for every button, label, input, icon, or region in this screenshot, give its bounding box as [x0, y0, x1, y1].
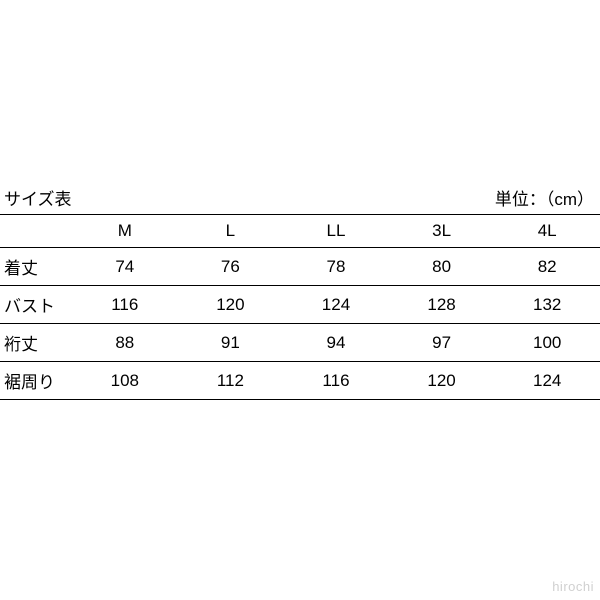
- page: サイズ表 単位：（cm） M L LL 3L 4L 着丈: [0, 0, 600, 600]
- row-label: 裄丈: [0, 324, 72, 362]
- col-header-size: LL: [283, 215, 389, 248]
- unit-label: 単位：（cm）: [495, 185, 594, 210]
- cell-value: 120: [389, 362, 495, 400]
- cell-value: 116: [283, 362, 389, 400]
- cell-value: 78: [283, 248, 389, 286]
- col-header-size: M: [72, 215, 178, 248]
- cell-value: 100: [494, 324, 600, 362]
- cell-value: 76: [178, 248, 284, 286]
- col-header-size: 4L: [494, 215, 600, 248]
- table-title: サイズ表: [4, 185, 72, 210]
- row-label: バスト: [0, 286, 72, 324]
- cell-value: 74: [72, 248, 178, 286]
- table-row: 裄丈 88 91 94 97 100: [0, 324, 600, 362]
- cell-value: 120: [178, 286, 284, 324]
- cell-value: 82: [494, 248, 600, 286]
- cell-value: 132: [494, 286, 600, 324]
- watermark-text: hirochi: [552, 579, 594, 594]
- col-header-blank: [0, 215, 72, 248]
- cell-value: 91: [178, 324, 284, 362]
- cell-value: 116: [72, 286, 178, 324]
- table-row: 着丈 74 76 78 80 82: [0, 248, 600, 286]
- row-label: 裾周り: [0, 362, 72, 400]
- cell-value: 94: [283, 324, 389, 362]
- cell-value: 97: [389, 324, 495, 362]
- cell-value: 128: [389, 286, 495, 324]
- table-row: 裾周り 108 112 116 120 124: [0, 362, 600, 400]
- size-table: M L LL 3L 4L 着丈 74 76 78 80 82 バスト: [0, 214, 600, 400]
- row-label: 着丈: [0, 248, 72, 286]
- cell-value: 124: [494, 362, 600, 400]
- col-header-size: 3L: [389, 215, 495, 248]
- cell-value: 88: [72, 324, 178, 362]
- table-header-caption: サイズ表 単位：（cm）: [0, 185, 600, 214]
- size-table-container: サイズ表 単位：（cm） M L LL 3L 4L 着丈: [0, 185, 600, 400]
- col-header-size: L: [178, 215, 284, 248]
- cell-value: 80: [389, 248, 495, 286]
- table-row: バスト 116 120 124 128 132: [0, 286, 600, 324]
- cell-value: 124: [283, 286, 389, 324]
- cell-value: 112: [178, 362, 284, 400]
- table-head-row: M L LL 3L 4L: [0, 215, 600, 248]
- cell-value: 108: [72, 362, 178, 400]
